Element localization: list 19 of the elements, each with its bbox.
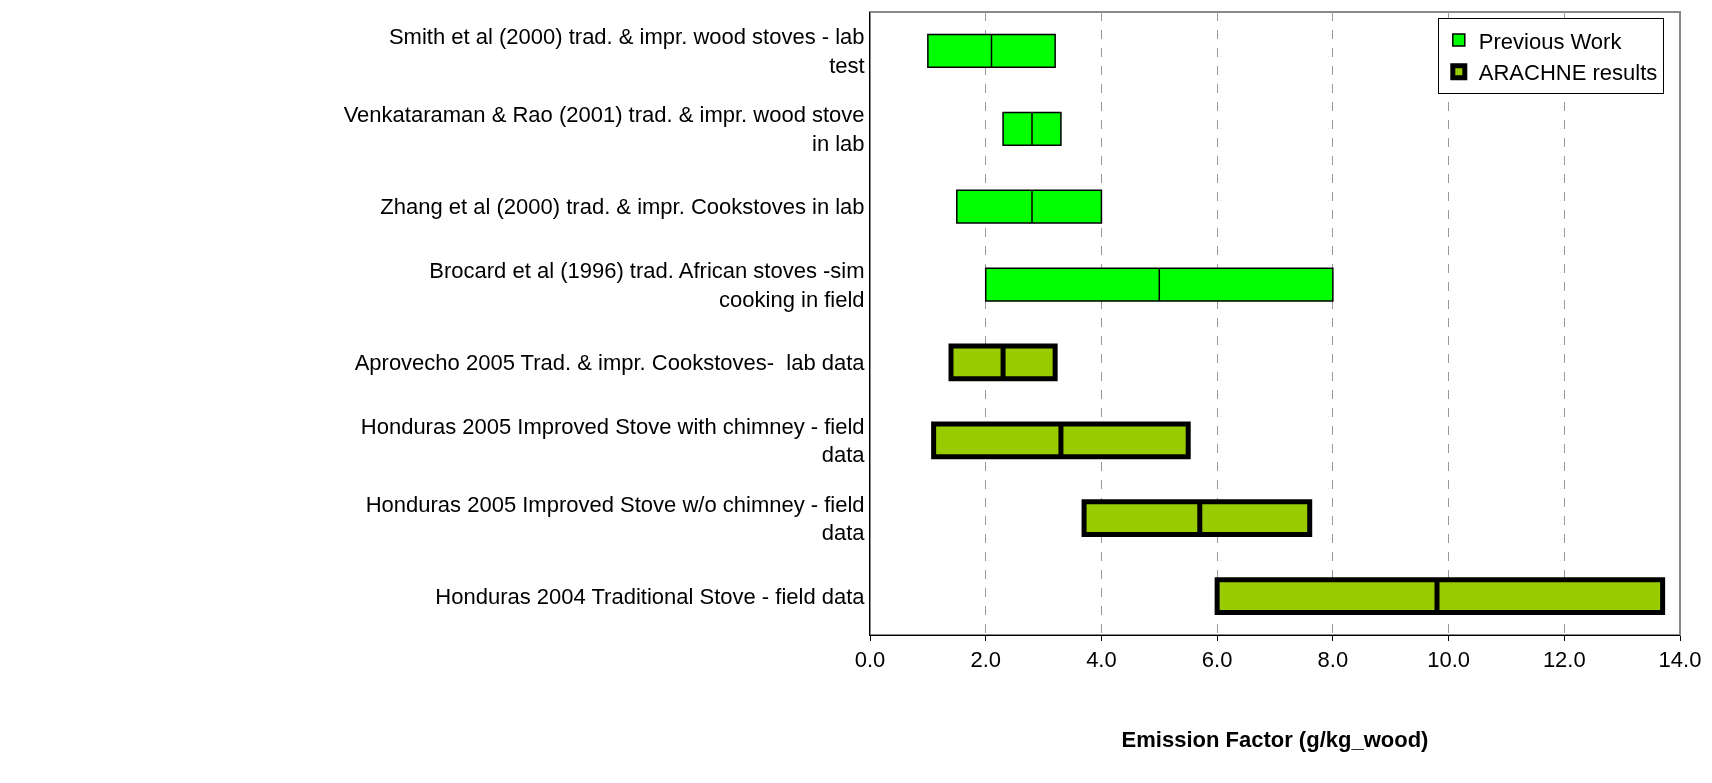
y-tick-label: Honduras 2005 Improved Stove with chimney - field data (360, 413, 866, 468)
x-tick-label: 8.0 (1317, 647, 1349, 673)
y-tick-label: Honduras 2004 Traditional Stove - field data (435, 583, 866, 609)
y-tick-label: Smith et al (2000) trad. & impr. wood stoves - lab test (388, 24, 865, 78)
x-tick-label: 6.0 (1201, 647, 1233, 673)
x-axis-title: Emission Factor (g/kg_wood) (1121, 727, 1429, 753)
legend-label: Previous Work (1478, 28, 1623, 54)
y-tick-label: Brocard et al (1996) trad. African stoves -sim cooking in field (429, 257, 865, 312)
legend-label: ARACHNE results (1478, 60, 1658, 86)
x-tick-label: 0.0 (854, 647, 886, 673)
x-tick-label: 4.0 (1086, 647, 1117, 673)
y-tick-label: Venkataraman & Rao (2001) trad. & impr. wood stove in lab (343, 102, 865, 156)
y-tick-label: Aprovecho 2005 Trad. & impr. Cookstoves- lab data (354, 350, 866, 376)
x-tick-label: 10.0 (1427, 647, 1470, 673)
y-tick-label: Zhang et al (2000) trad. & impr. Cookstoves in lab (380, 194, 865, 220)
x-tick-label: 12.0 (1542, 647, 1586, 673)
x-tick-label: 2.0 (970, 647, 1002, 673)
y-tick-label: Honduras 2005 Improved Stove w/o chimney - field data (365, 491, 866, 546)
x-tick-label: 14.0 (1658, 647, 1702, 673)
